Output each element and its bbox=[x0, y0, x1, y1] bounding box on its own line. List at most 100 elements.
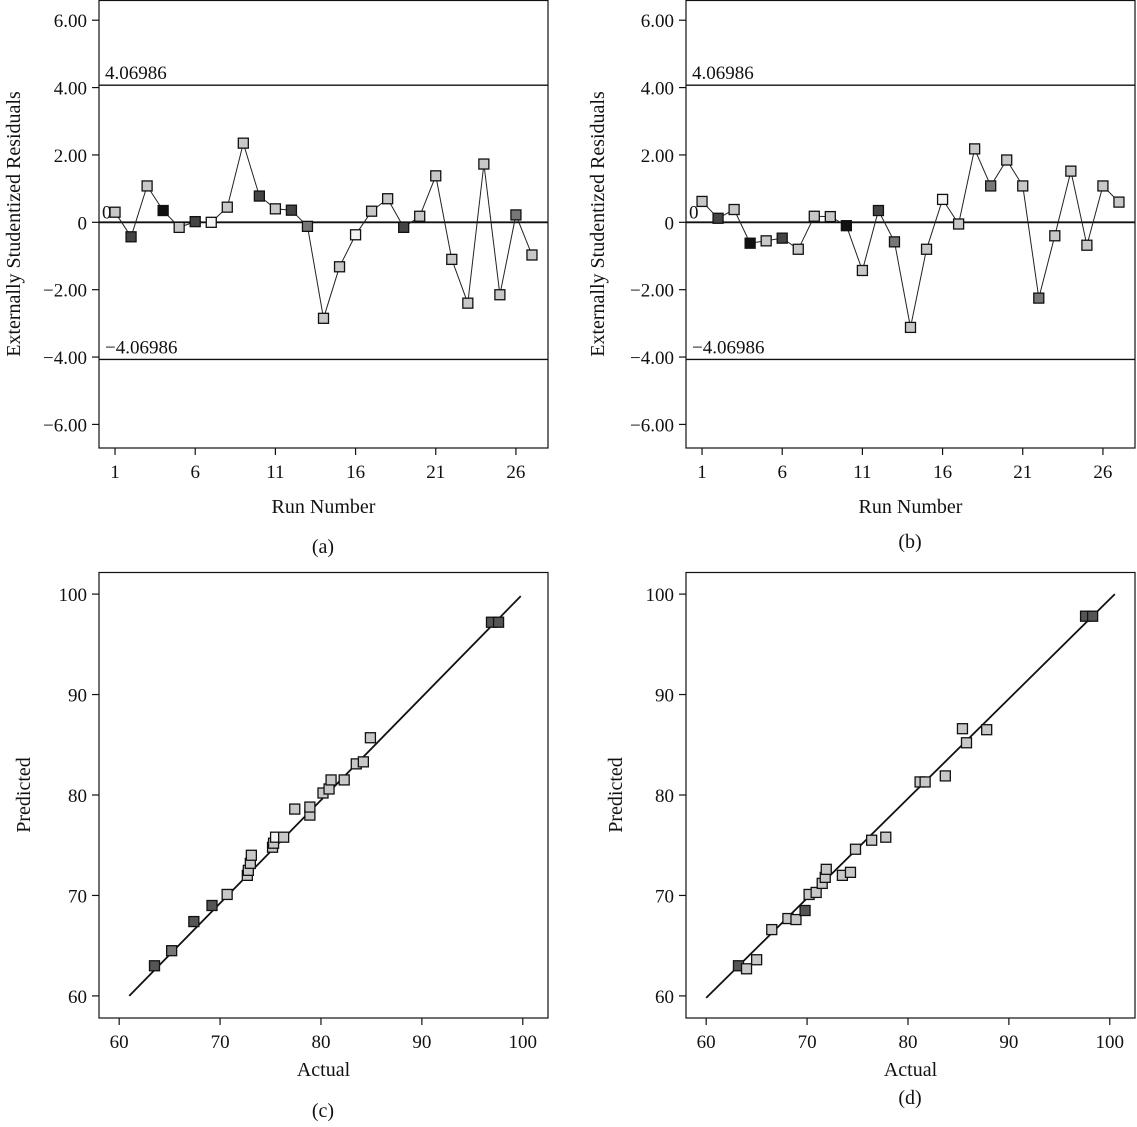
residual-point bbox=[840, 220, 853, 232]
residual-point bbox=[365, 205, 378, 217]
scatter-point bbox=[919, 776, 931, 788]
parity-line bbox=[705, 593, 1116, 999]
scatter-point bbox=[849, 843, 862, 855]
x-tick-label: 90 bbox=[999, 1032, 1018, 1053]
residual-point bbox=[744, 237, 756, 249]
residual-point bbox=[414, 210, 426, 222]
residual-point bbox=[221, 201, 233, 213]
residual-point bbox=[349, 229, 362, 241]
upper-limit-label: 4.06986 bbox=[692, 63, 754, 84]
x-tick-label: 16 bbox=[346, 462, 365, 483]
y-tick-label: 60 bbox=[68, 987, 87, 1008]
residual-point bbox=[237, 137, 249, 149]
residual-point bbox=[301, 220, 314, 233]
y-tick-label: 100 bbox=[646, 585, 675, 606]
y-tick-label: 2.00 bbox=[641, 146, 674, 167]
x-tick-label: 100 bbox=[1096, 1032, 1125, 1053]
residual-point bbox=[888, 236, 901, 248]
y-tick-label: −6.00 bbox=[630, 415, 674, 436]
x-tick-label: 21 bbox=[426, 462, 445, 483]
scatter-point bbox=[165, 945, 178, 957]
residual-point bbox=[478, 158, 490, 170]
residual-point bbox=[1081, 239, 1093, 251]
x-tick-label: 80 bbox=[311, 1032, 330, 1053]
y-tick-label: 6.00 bbox=[641, 11, 674, 32]
x-tick-label: 90 bbox=[412, 1032, 431, 1053]
residual-point bbox=[872, 204, 885, 217]
y-tick-label: −2.00 bbox=[630, 281, 674, 302]
y-tick-label: 0 bbox=[665, 213, 675, 234]
residual-point bbox=[952, 218, 965, 230]
scatter-point bbox=[277, 831, 290, 843]
panel-caption: (b) bbox=[898, 531, 921, 553]
scatter-point bbox=[956, 723, 969, 735]
scatter-point bbox=[866, 834, 878, 846]
plot-frame bbox=[685, 0, 1136, 449]
scatter-point bbox=[357, 756, 370, 768]
residual-point bbox=[1017, 180, 1029, 192]
residual-point bbox=[446, 253, 458, 266]
y-tick-label: 4.00 bbox=[641, 79, 674, 100]
x-tick-label: 6 bbox=[190, 462, 200, 483]
zero-label: 0 bbox=[689, 202, 699, 223]
x-tick-label: 16 bbox=[933, 462, 952, 483]
x-tick-label: 60 bbox=[697, 1032, 716, 1053]
residual-point bbox=[696, 195, 708, 208]
y-axis-label: Predicted bbox=[605, 757, 627, 833]
y-tick-label: 60 bbox=[655, 987, 674, 1008]
residual-point bbox=[985, 180, 997, 192]
scatter-point bbox=[188, 915, 200, 928]
residual-point bbox=[968, 143, 981, 155]
residual-point bbox=[936, 193, 949, 206]
x-tick-label: 60 bbox=[110, 1032, 129, 1053]
residual-point bbox=[125, 231, 137, 243]
residual-point bbox=[333, 261, 346, 273]
scatter-point bbox=[880, 831, 892, 843]
panel-caption: (d) bbox=[898, 1087, 921, 1109]
residual-point bbox=[1001, 154, 1013, 166]
residual-point bbox=[173, 221, 185, 234]
residual-point bbox=[792, 243, 804, 255]
residual-point bbox=[510, 209, 522, 221]
y-tick-label: 100 bbox=[59, 585, 88, 606]
y-tick-label: 90 bbox=[68, 686, 87, 707]
y-tick-label: −6.00 bbox=[43, 415, 87, 436]
x-tick-label: 26 bbox=[1093, 462, 1112, 483]
x-tick-label: 21 bbox=[1013, 462, 1032, 483]
x-tick-label: 1 bbox=[110, 462, 120, 483]
y-tick-label: 6.00 bbox=[54, 11, 87, 32]
scatter-point bbox=[820, 863, 832, 875]
scatter-point bbox=[750, 954, 763, 966]
y-axis-label: Predicted bbox=[13, 757, 35, 833]
panel-caption: (c) bbox=[312, 1100, 334, 1122]
residual-point bbox=[1065, 165, 1077, 177]
scatter-point bbox=[1086, 610, 1099, 622]
zero-label: 0 bbox=[102, 202, 112, 223]
residual-point bbox=[205, 216, 217, 228]
residual-point bbox=[398, 221, 410, 234]
x-tick-label: 26 bbox=[506, 462, 525, 483]
residual-point bbox=[381, 193, 394, 205]
residual-point bbox=[285, 204, 298, 216]
scatter-point bbox=[790, 913, 802, 926]
x-axis-label: Run Number bbox=[272, 496, 376, 518]
residual-point bbox=[157, 204, 169, 217]
residual-point bbox=[1049, 230, 1061, 242]
scatter-point bbox=[148, 960, 161, 972]
y-axis-label: Externally Studentized Residuals bbox=[587, 91, 609, 357]
residual-point bbox=[253, 190, 266, 202]
panel-caption: (a) bbox=[312, 536, 334, 558]
residual-point bbox=[430, 170, 442, 182]
residual-point bbox=[317, 312, 330, 324]
scatter-point bbox=[338, 774, 350, 786]
residual-point bbox=[494, 289, 506, 301]
panel-a: 1 6 11 16 21 266.004.002.000−2.00−4.00−6.00Ru… bbox=[3, 0, 549, 558]
x-axis-label: Actual bbox=[884, 1059, 938, 1081]
scatter-point bbox=[810, 886, 822, 899]
y-tick-label: 4.00 bbox=[54, 79, 87, 100]
scatter-point bbox=[960, 737, 973, 749]
residual-point bbox=[269, 203, 282, 215]
residual-point bbox=[856, 264, 869, 277]
x-tick-label: 1 bbox=[697, 462, 707, 483]
